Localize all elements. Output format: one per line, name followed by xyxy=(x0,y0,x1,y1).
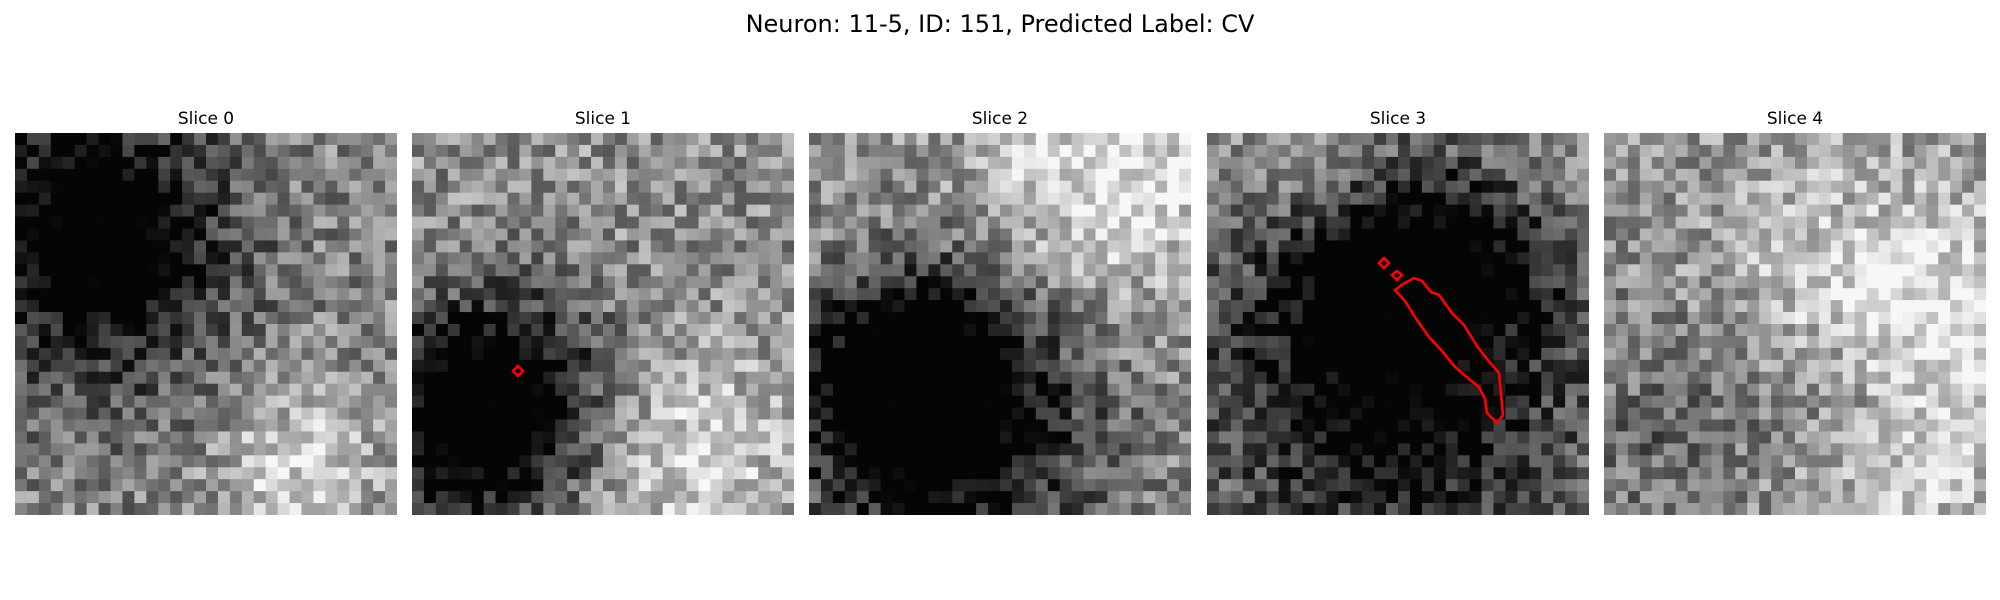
slice-panel-3: Slice 3 xyxy=(1207,108,1589,515)
pixel-grid xyxy=(809,133,1191,515)
roi-contour xyxy=(511,364,525,378)
roi-contour xyxy=(1393,276,1505,425)
roi-contour xyxy=(1377,256,1391,270)
pixel-grid xyxy=(15,133,397,515)
slice-image xyxy=(809,133,1191,515)
slice-image xyxy=(412,133,794,515)
slice-title: Slice 0 xyxy=(177,109,235,129)
slice-title: Slice 2 xyxy=(971,109,1029,129)
pixel-grid xyxy=(1207,133,1589,515)
slice-panel-1: Slice 1 xyxy=(412,108,794,515)
figure-title: Neuron: 11-5, ID: 151, Predicted Label: … xyxy=(745,10,1255,38)
slice-panel-0: Slice 0 xyxy=(15,108,397,515)
slice-image xyxy=(1207,133,1589,515)
pixel-grid xyxy=(412,133,794,515)
slice-title: Slice 4 xyxy=(1766,109,1824,129)
slice-image xyxy=(1604,133,1986,515)
slice-panel-2: Slice 2 xyxy=(809,108,1191,515)
roi-contour xyxy=(1390,269,1404,282)
slice-image xyxy=(15,133,397,515)
pixel-grid xyxy=(1604,133,1986,515)
slice-title: Slice 1 xyxy=(574,109,632,129)
slice-panel-4: Slice 4 xyxy=(1604,108,1986,515)
slice-title: Slice 3 xyxy=(1369,109,1427,129)
